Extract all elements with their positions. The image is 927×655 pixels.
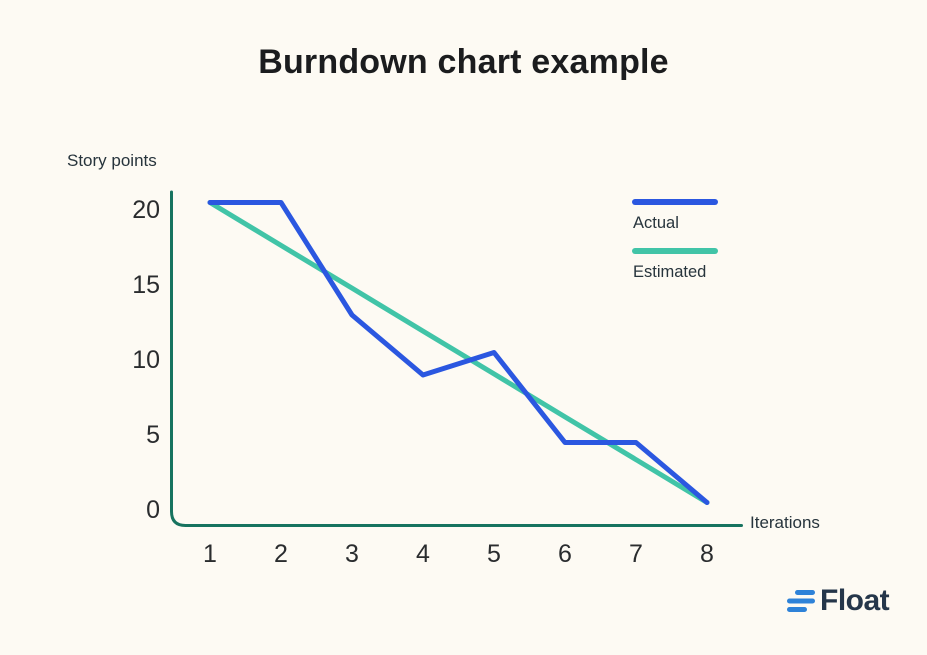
legend-label-estimated: Estimated bbox=[633, 263, 707, 281]
float-logo-icon bbox=[787, 590, 815, 612]
float-logo: Float bbox=[787, 584, 890, 618]
float-logo-text: Float bbox=[820, 584, 890, 617]
legend-swatch-estimated bbox=[632, 248, 718, 254]
x-tick-label-3: 3 bbox=[345, 540, 359, 568]
legend-swatch-actual bbox=[632, 199, 718, 205]
x-tick-label-1: 1 bbox=[203, 540, 217, 568]
y-axis-title: Story points bbox=[67, 151, 157, 170]
x-tick-label-6: 6 bbox=[558, 540, 572, 568]
y-tick-label-20: 20 bbox=[132, 196, 160, 224]
legend-label-actual: Actual bbox=[633, 214, 679, 232]
y-tick-label-15: 15 bbox=[132, 271, 160, 299]
actual-line bbox=[207, 200, 710, 505]
x-tick-label-5: 5 bbox=[487, 540, 501, 568]
chart-title: Burndown chart example bbox=[258, 43, 669, 81]
x-axis-title: Iterations bbox=[750, 513, 820, 532]
y-tick-label-5: 5 bbox=[146, 421, 160, 449]
x-tick-label-7: 7 bbox=[629, 540, 643, 568]
estimated-line bbox=[207, 200, 710, 505]
x-tick-label-4: 4 bbox=[416, 540, 430, 568]
x-tick-label-8: 8 bbox=[700, 540, 714, 568]
x-tick-label-2: 2 bbox=[274, 540, 288, 568]
legend: Actual Estimated bbox=[632, 199, 772, 297]
axes-line bbox=[170, 190, 743, 527]
y-tick-label-0: 0 bbox=[146, 496, 160, 524]
y-tick-label-10: 10 bbox=[132, 346, 160, 374]
